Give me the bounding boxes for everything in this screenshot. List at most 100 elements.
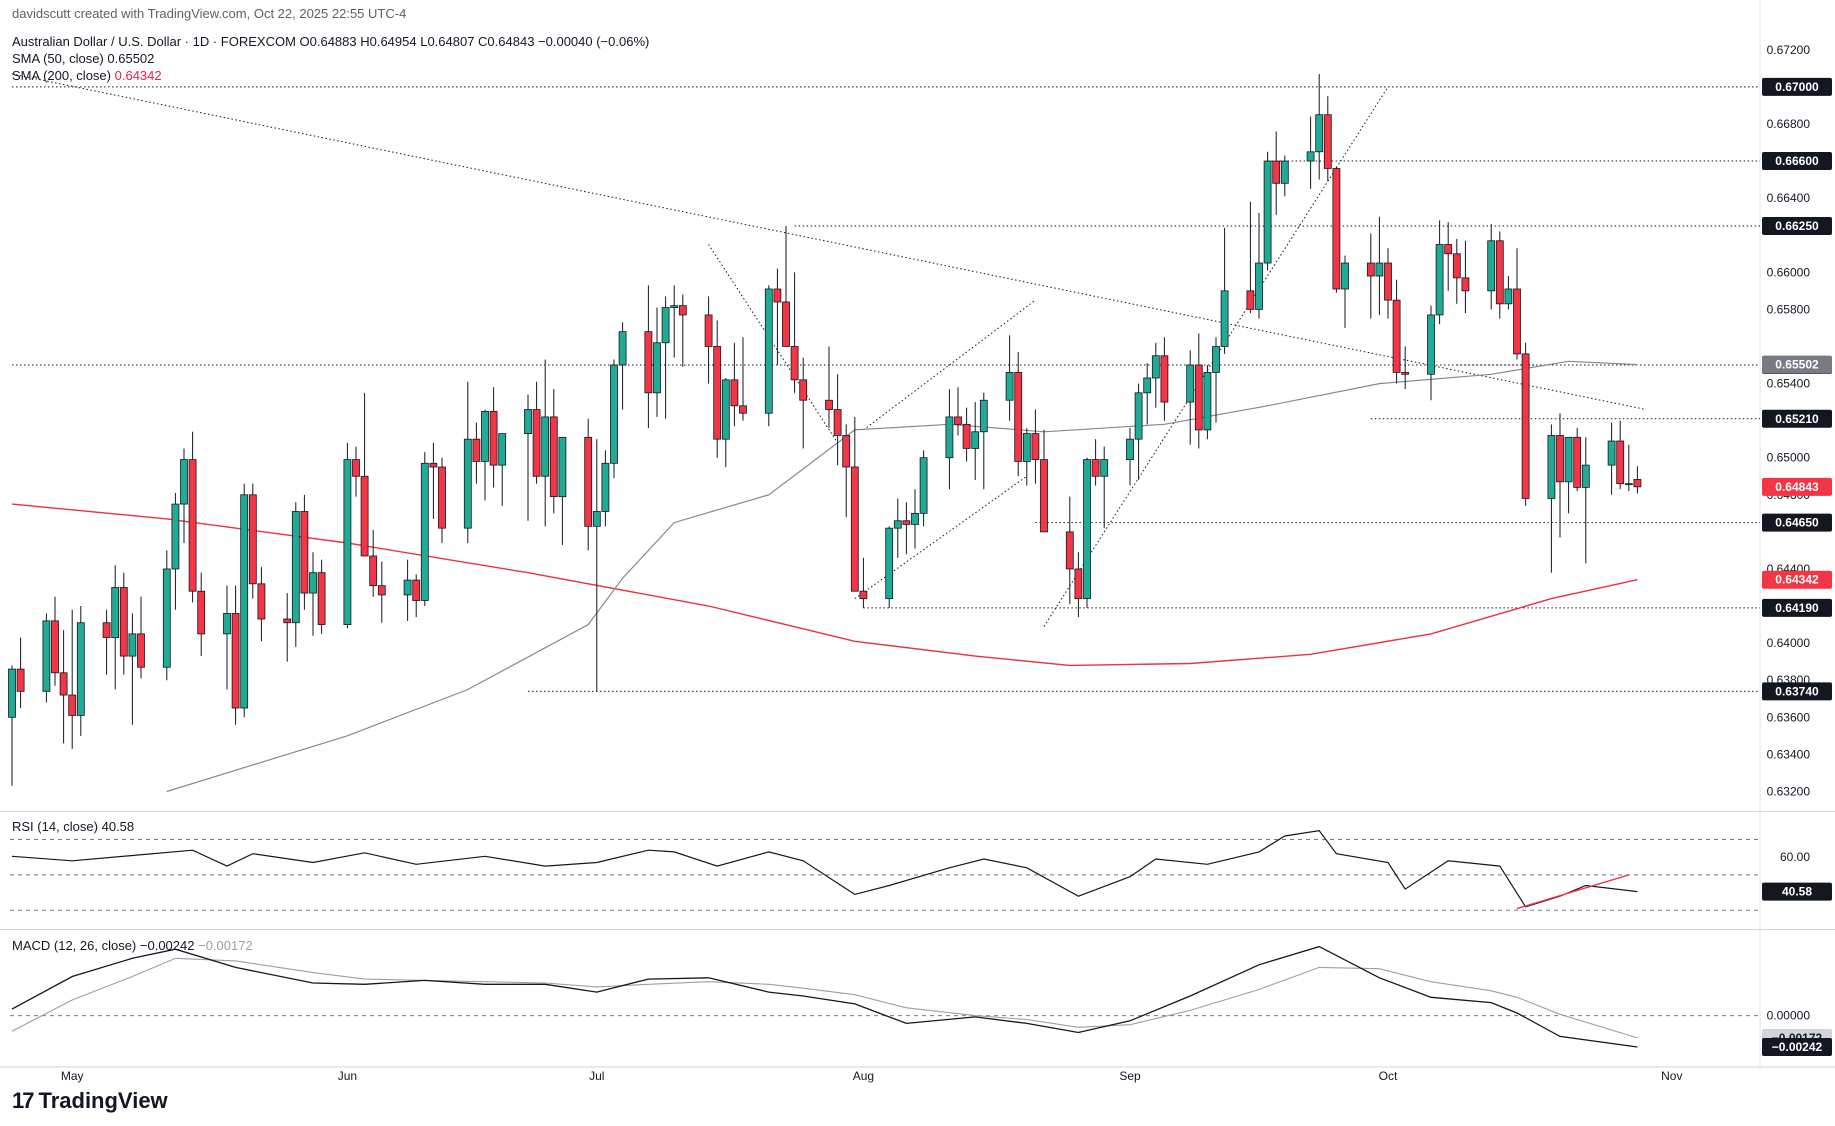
rsi-title: RSI (14, close)	[12, 819, 98, 834]
rsi-current-value: 40.58	[101, 819, 135, 834]
price-badge-bg	[1762, 355, 1832, 374]
candle-up	[403, 579, 412, 596]
candle-up	[1607, 440, 1616, 466]
level-badge: 0.66600	[1775, 154, 1819, 168]
candle-down	[51, 620, 59, 674]
candle-up	[162, 568, 171, 668]
candle-down	[1065, 531, 1074, 570]
candle-down	[438, 466, 446, 529]
candle-up	[618, 331, 627, 366]
candle-down	[1272, 160, 1281, 184]
candle-down	[1160, 355, 1169, 403]
candle-down	[782, 301, 790, 347]
level-badge: 0.66250	[1775, 219, 1819, 233]
candle-down	[1366, 262, 1375, 277]
candle-up	[1624, 483, 1633, 486]
rsi-legend[interactable]: RSI (14, close) 40.58	[12, 819, 134, 834]
level-badge-bg	[1762, 409, 1832, 428]
candle-down	[1074, 568, 1083, 600]
candle-down	[532, 409, 541, 477]
candle-up	[1083, 459, 1091, 600]
candle-down	[1444, 244, 1453, 255]
sma200-value: 0.64342	[114, 68, 162, 83]
x-tick-label: Aug	[853, 1069, 874, 1083]
candle-down	[1040, 459, 1048, 533]
candle-down	[59, 672, 68, 696]
price-tick-label: 0.65800	[1767, 302, 1811, 316]
level-badge-bg	[1762, 598, 1832, 617]
macd-tick-label: 0.00000	[1767, 1009, 1811, 1023]
candle-up	[610, 364, 618, 464]
candle-up	[309, 572, 317, 594]
candle-down	[833, 409, 842, 436]
level-badge: 0.63740	[1775, 684, 1819, 698]
level-badge-bg	[1762, 77, 1832, 96]
candle-down	[713, 346, 722, 440]
candle-up	[1134, 392, 1143, 440]
price-tick-label: 0.64000	[1767, 636, 1811, 650]
price-badge: 0.64342	[1775, 573, 1819, 587]
candle-up	[498, 433, 507, 466]
candle-up	[1306, 151, 1315, 162]
macd-badge: −0.00242	[1772, 1040, 1823, 1054]
rsi-badge: 40.58	[1782, 885, 1812, 899]
candle-up	[1564, 436, 1573, 483]
price-tick-label: 0.65000	[1767, 451, 1811, 465]
candle-down	[859, 590, 868, 600]
candle-down	[197, 590, 206, 635]
tradingview-logo-text: TradingView	[38, 1088, 168, 1113]
candle-up	[76, 622, 85, 716]
candle-up	[524, 409, 532, 435]
candle-up	[764, 288, 773, 414]
candle-up	[1487, 240, 1496, 292]
candle-up	[1435, 244, 1444, 316]
candle-up	[721, 379, 730, 440]
candle-up	[8, 668, 16, 718]
candle-down	[825, 399, 833, 410]
candle-down	[360, 475, 369, 557]
candle-up	[893, 520, 902, 529]
sma50-legend[interactable]: SMA (50, close) 0.65502	[12, 51, 154, 66]
sma50-line	[166, 360, 1638, 793]
candle-down	[549, 416, 558, 498]
candle-down	[489, 410, 498, 466]
candle-down	[644, 331, 653, 394]
candle-down	[1246, 290, 1255, 310]
candle-down	[283, 618, 292, 624]
macd-legend[interactable]: MACD (12, 26, close) −0.00242 −0.00172	[12, 938, 253, 953]
level-badge: 0.67000	[1775, 80, 1819, 94]
candle-down	[68, 694, 77, 716]
candle-down	[850, 466, 859, 592]
price-tick-label: 0.67200	[1767, 43, 1811, 57]
candle-down	[1031, 433, 1040, 460]
tradingview-logo: 17 TradingView	[12, 1088, 168, 1114]
candle-down	[1194, 364, 1203, 431]
candle-up	[919, 457, 928, 514]
candle-down	[137, 633, 145, 668]
candle-up	[463, 438, 472, 529]
price-badge-bg	[1762, 570, 1832, 589]
candle-up	[541, 416, 550, 477]
level-badge-bg	[1762, 513, 1832, 532]
candle-up	[601, 462, 610, 512]
candle-down	[1616, 440, 1625, 485]
candle-up	[1547, 435, 1556, 499]
candle-up	[670, 305, 679, 308]
candle-down	[1332, 168, 1341, 290]
candle-up	[1022, 433, 1031, 462]
candle-up	[661, 307, 670, 344]
candle-up	[1186, 364, 1195, 403]
candle-down	[369, 555, 378, 587]
candle-down	[954, 416, 962, 425]
candle-up	[1143, 377, 1152, 394]
candle-down	[248, 494, 257, 585]
price-tick-label: 0.63600	[1767, 710, 1811, 724]
candle-down	[799, 379, 808, 401]
price-tick-label: 0.65400	[1767, 377, 1811, 391]
price-tick-label: 0.66400	[1767, 191, 1811, 205]
candle-up	[1280, 160, 1289, 184]
candle-up	[1375, 262, 1384, 277]
candle-down	[678, 305, 687, 316]
rsi-badge-bg	[1762, 882, 1832, 901]
